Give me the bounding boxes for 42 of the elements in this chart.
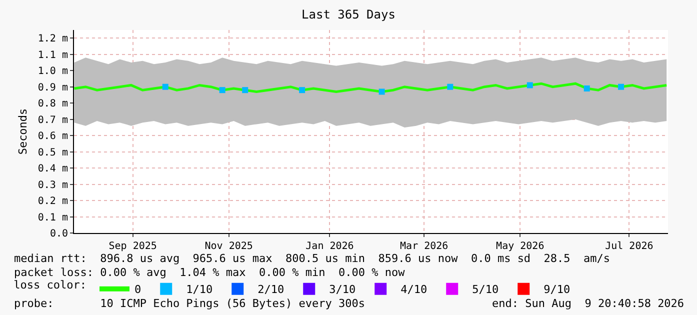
chart-title: Last 365 Days — [302, 7, 396, 22]
text: probe: 10 ICMP Echo Pings (56 Bytes) every 300s — [14, 297, 365, 310]
legend-title: loss color: — [14, 278, 86, 292]
y-tick-label: 0.8 m — [38, 98, 68, 110]
y-tick-label: 0.2 m — [38, 196, 68, 208]
y-tick-label: 0.5 m — [38, 147, 68, 158]
y-tick-label: 0.7 m — [38, 114, 68, 126]
point — [584, 85, 590, 92]
x-tick-label: May 2026 — [496, 241, 544, 252]
x-tick-label: Mar 2026 — [400, 241, 448, 252]
x-tick-label: Jan 2026 — [306, 241, 354, 252]
point — [162, 84, 168, 90]
legend-label: 3/10 — [329, 283, 356, 296]
y-axis-title: Seconds — [16, 108, 30, 155]
y-tick-label: 1.1 m — [38, 50, 68, 61]
x-tick-label: Nov 2025 — [204, 241, 253, 252]
y-tick-label: 1.0 m — [38, 66, 68, 78]
y-tick-label: 0.3 m — [38, 180, 68, 191]
text: median rtt: 896.8 us avg 965.6 us max 800.5 us min 859.6 us now 0.0 ms sd 28.5 am/s — [14, 252, 610, 265]
legend-label: 9/10 — [544, 283, 570, 296]
y-tick-label: 0.6 m — [38, 131, 68, 142]
x-tick-label: Jul 2026 — [605, 241, 654, 252]
point — [219, 87, 226, 94]
legend-label: 4/10 — [400, 283, 428, 296]
legend-label: 1/10 — [186, 283, 213, 296]
y-tick-label: 0.9 m — [38, 82, 68, 94]
y-tick-label: 0.1 m — [38, 212, 68, 224]
text: end: Sun Aug 9 20:40:58 2026 — [492, 297, 684, 310]
legend-label: 2/10 — [258, 283, 284, 296]
point — [618, 84, 624, 90]
point — [378, 88, 385, 95]
point — [242, 87, 248, 94]
legend-label: 5/10 — [472, 283, 499, 296]
y-tick-label: 0.4 m — [38, 164, 68, 175]
text: packet loss: 0.00 % avg 1.04 % max 0.00 % min 0.00 % now — [14, 266, 406, 279]
x-tick-label: Sep 2025 — [108, 241, 157, 252]
y-tick-label: 0.0 — [50, 228, 68, 240]
y-tick-label: 1.2 m — [38, 34, 68, 45]
point — [447, 84, 454, 90]
point — [526, 82, 533, 88]
point — [299, 87, 306, 94]
legend-label: 0 — [134, 283, 142, 296]
